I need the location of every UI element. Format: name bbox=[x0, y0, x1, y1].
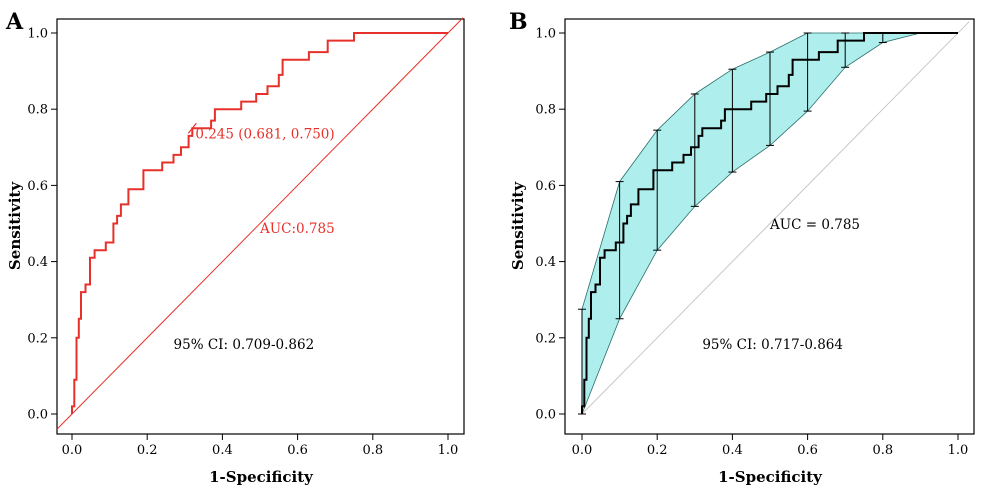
y-tick-label: 0.6 bbox=[27, 179, 48, 194]
y-tick-label: 0.0 bbox=[535, 408, 556, 423]
y-tick-label: 1.0 bbox=[27, 27, 48, 42]
threshold-marker-stroke bbox=[187, 122, 197, 134]
plot-frame-b bbox=[564, 18, 975, 435]
ci-label-a: 95% CI: 0.709-0.862 bbox=[174, 337, 315, 353]
y-axis-title-b: Sensitivity bbox=[509, 181, 527, 270]
panel-letter-b: B bbox=[509, 9, 528, 35]
x-tick-label: 0.6 bbox=[797, 443, 818, 458]
axis-ticks-b: 0.0 0.2 0.4 0.6 0.8 1.0 0.0 0.2 0.4 0.6 0.8 1.0 bbox=[535, 27, 968, 459]
y-axis-title-a: Sensitivity bbox=[6, 181, 24, 270]
y-tick-label: 0.6 bbox=[535, 179, 556, 194]
y-tick-label: 0.2 bbox=[27, 331, 48, 346]
x-tick-label: 0.8 bbox=[872, 443, 893, 458]
y-tick-label: 0.4 bbox=[535, 255, 556, 270]
plot-frame-a bbox=[56, 18, 465, 435]
x-tick-label: 0.0 bbox=[572, 443, 593, 458]
x-tick-label: 0.2 bbox=[137, 443, 158, 458]
x-tick-label: 1.0 bbox=[948, 443, 969, 458]
panel-letter-a: A bbox=[5, 9, 24, 35]
reference-diagonal-a bbox=[56, 17, 464, 430]
axis-ticks-a: 0.0 0.2 0.4 0.6 0.8 1.0 0.0 0.2 0.4 0.6 0.8 1.0 bbox=[27, 27, 458, 459]
x-tick-label: 1.0 bbox=[438, 443, 459, 458]
reference-diagonal-b bbox=[581, 21, 970, 415]
roc-curve-b bbox=[581, 32, 958, 414]
auc-label-b: AUC = 0.785 bbox=[769, 217, 860, 233]
threshold-label: 0.245 (0.681, 0.750) bbox=[195, 126, 334, 142]
x-axis-title-a: 1-Specificity bbox=[209, 468, 314, 486]
roc-curve-a bbox=[71, 32, 448, 414]
x-axis-title-b: 1-Specificity bbox=[718, 468, 823, 486]
x-tick-label: 0.4 bbox=[722, 443, 743, 458]
x-tick-label: 0.0 bbox=[62, 443, 83, 458]
x-tick-label: 0.4 bbox=[212, 443, 233, 458]
x-tick-label: 0.8 bbox=[362, 443, 383, 458]
auc-label-a: AUC:0.785 bbox=[259, 221, 335, 237]
panel-a: A 0.0 0.2 0.4 0.6 0.8 1.0 0.0 0.2 0.4 0.6 0.8 1.0 0… bbox=[5, 9, 465, 486]
ci-label-b: 95% CI: 0.717-0.864 bbox=[702, 337, 843, 353]
panel-b: B 0.0 0.2 0.4 0.6 0.8 1.0 0.0 0.2 0.4 0.6 0.8 1.0 A… bbox=[509, 9, 975, 486]
threshold-marker bbox=[187, 122, 197, 134]
y-tick-label: 0.8 bbox=[535, 103, 556, 118]
y-tick-label: 0.4 bbox=[27, 255, 48, 270]
x-tick-label: 0.6 bbox=[287, 443, 308, 458]
y-tick-label: 0.0 bbox=[27, 408, 48, 423]
y-tick-label: 0.8 bbox=[27, 103, 48, 118]
y-tick-label: 1.0 bbox=[535, 27, 556, 42]
y-tick-label: 0.2 bbox=[535, 331, 556, 346]
x-tick-label: 0.2 bbox=[647, 443, 668, 458]
